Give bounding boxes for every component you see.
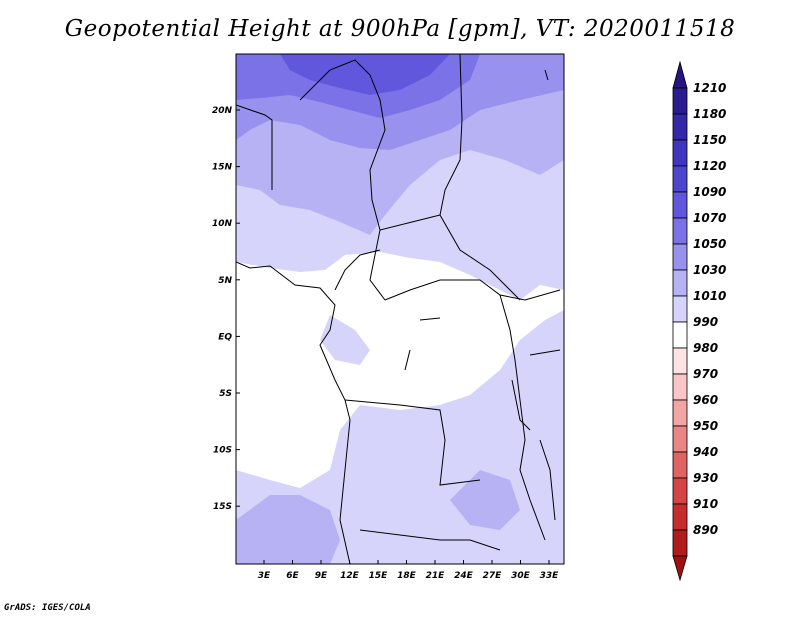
lon-tick-label: 3E (258, 571, 271, 581)
grads-credit: GrADS: IGES/COLA (4, 603, 91, 613)
lon-tick-label: 30E (511, 571, 531, 581)
colorbar-label: 940 (693, 445, 718, 459)
contour-1030-south (236, 495, 340, 564)
lat-tick-label: 5N (218, 276, 232, 286)
lat-tick-label: 10N (212, 219, 233, 229)
lon-tick-label: 27E (483, 571, 503, 581)
colorbar-swatch (672, 399, 688, 427)
colorbar-label: 1010 (693, 289, 726, 303)
colorbar: 1210 1180 1150 1120 1090 1070 1050 1030 1010 990 9… (672, 60, 726, 582)
colorbar-swatch (672, 191, 688, 219)
colorbar-swatch (672, 451, 688, 479)
lat-tick-label: 10S (213, 446, 232, 456)
colorbar-swatch (672, 321, 688, 349)
colorbar-label: 950 (693, 419, 718, 433)
chart-title: Geopotential Height at 900hPa [gpm], VT:… (64, 16, 736, 42)
colorbar-swatch (672, 165, 688, 193)
colorbar-swatch (672, 87, 688, 115)
lat-tick-label: 5S (219, 389, 232, 399)
colorbar-label: 1030 (693, 263, 726, 277)
lat-tick-label: 20N (212, 106, 233, 116)
colorbar-label: 1090 (693, 185, 726, 199)
colorbar-swatch (672, 477, 688, 505)
colorbar-label: 1070 (693, 211, 726, 225)
lon-tick-label: 21E (426, 571, 446, 581)
latitude-axis: 20N 15N 10N 5N EQ 5S 10S 15S (212, 106, 240, 512)
colorbar-bottom-arrow (672, 555, 688, 582)
colorbar-label: 910 (693, 497, 718, 511)
colorbar-label: 1210 (693, 81, 726, 95)
lon-tick-label: 12E (340, 571, 360, 581)
country-borders (236, 54, 561, 564)
colorbar-label: 1150 (693, 133, 726, 147)
colorbar-swatch (672, 269, 688, 297)
lon-tick-label: 24E (454, 571, 474, 581)
map-frame (235, 53, 565, 565)
colorbar-label: 990 (693, 315, 718, 329)
lat-tick-label: 15N (212, 163, 233, 173)
longitude-axis: 3E 6E 9E 12E 15E 18E 21E 24E 27E 30E 33E (258, 560, 559, 581)
lon-tick-label: 18E (397, 571, 417, 581)
colorbar-label: 1050 (693, 237, 726, 251)
colorbar-swatch (672, 217, 688, 245)
contour-1030-east (450, 470, 520, 530)
lon-tick-label: 15E (369, 571, 389, 581)
colorbar-label: 1120 (693, 159, 726, 173)
height-field (236, 54, 564, 564)
colorbar-swatch (672, 139, 688, 167)
colorbar-swatch (672, 503, 688, 531)
colorbar-label: 890 (693, 523, 718, 537)
colorbar-swatch (672, 347, 688, 375)
colorbar-label: 930 (693, 471, 718, 485)
lon-tick-label: 33E (540, 571, 560, 581)
lat-tick-label: EQ (218, 332, 232, 342)
colorbar-swatch (672, 113, 688, 141)
lon-tick-label: 6E (286, 571, 299, 581)
lon-tick-label: 9E (315, 571, 328, 581)
colorbar-swatch (672, 425, 688, 453)
colorbar-swatch (672, 295, 688, 323)
colorbar-swatch (672, 529, 688, 557)
colorbar-swatch (672, 373, 688, 401)
contour-1010-west (320, 315, 370, 365)
colorbar-top-arrow (672, 60, 688, 89)
colorbar-swatch (672, 243, 688, 271)
colorbar-label: 960 (693, 393, 718, 407)
contour-1090 (280, 54, 450, 95)
lat-tick-label: 15S (213, 502, 232, 512)
colorbar-label: 970 (693, 367, 718, 381)
colorbar-label: 980 (693, 341, 718, 355)
colorbar-label: 1180 (693, 107, 726, 121)
